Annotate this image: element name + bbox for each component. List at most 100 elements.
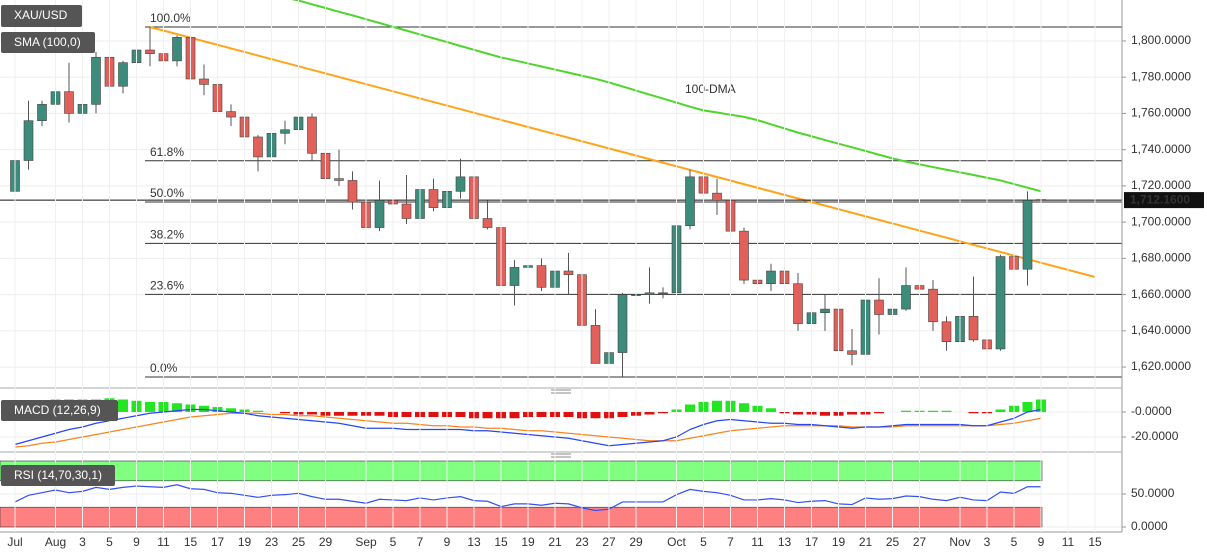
candle-body <box>941 321 952 343</box>
macd-bar <box>536 412 547 417</box>
macd-bar <box>401 412 412 417</box>
rsi-panel <box>0 460 1122 528</box>
x-tick-label: 15 <box>1088 535 1102 549</box>
candle-body <box>617 294 628 353</box>
x-tick-label: 27 <box>602 535 616 549</box>
fib-label: 61.8% <box>150 145 184 159</box>
macd-bar <box>901 410 911 412</box>
candle-body <box>334 178 344 181</box>
macd-bar <box>685 404 695 412</box>
macd-bar <box>644 412 655 415</box>
x-tick-label: 15 <box>184 535 198 549</box>
y-tick-label: 1,660.0000 <box>1131 287 1191 301</box>
candle-body <box>64 91 74 114</box>
macd-legend: MACD (12,26,9) <box>14 403 101 417</box>
macd-bar <box>847 412 857 415</box>
x-tick-label: Nov <box>949 535 970 549</box>
legend-box <box>1 5 82 27</box>
separator-handle[interactable] <box>551 389 571 458</box>
candle-body <box>482 218 493 228</box>
candle-body <box>253 136 263 158</box>
x-tick-label: 23 <box>575 535 589 549</box>
x-tick-label: 11 <box>157 535 170 549</box>
x-tick-label: 7 <box>727 535 734 549</box>
sma-legend: SMA (100,0) <box>14 35 81 49</box>
macd-bar <box>347 412 358 416</box>
x-tick-label: 13 <box>467 535 481 549</box>
macd-bar <box>118 399 128 412</box>
macd-bar <box>1022 402 1033 412</box>
x-tick-label: Aug <box>45 535 66 549</box>
macd-bar <box>455 412 466 417</box>
candle-body <box>172 37 182 62</box>
candle-body <box>712 192 722 201</box>
macd-bar <box>658 412 668 414</box>
x-tick-label: 21 <box>859 535 873 549</box>
candle-body <box>995 256 1006 350</box>
y-tick-label: 1,640.0000 <box>1131 323 1191 337</box>
x-tick-label: 9 <box>1038 535 1045 549</box>
macd-bar <box>374 412 385 416</box>
macd-bar <box>874 412 884 414</box>
macd-bar <box>712 400 722 412</box>
candle-body <box>509 267 520 286</box>
x-tick-label: 7 <box>417 535 424 549</box>
x-tick-label: 13 <box>778 535 792 549</box>
y-tick-label: 1,780.0000 <box>1131 69 1191 83</box>
candle-body <box>563 270 574 275</box>
x-tick-label: 17 <box>211 535 225 549</box>
x-tick-label: 17 <box>805 535 819 549</box>
x-tick-label: 25 <box>292 535 306 549</box>
candle-body <box>401 203 412 219</box>
last-price-box <box>1124 192 1204 209</box>
sma-line <box>291 0 1042 193</box>
x-tick-label: 5 <box>390 535 397 549</box>
candle-body <box>536 265 547 288</box>
candle-body <box>118 62 128 87</box>
x-tick-label: 25 <box>886 535 900 549</box>
fib-label: 100.0% <box>150 11 191 25</box>
sma-annotation: 100-DMA <box>685 82 736 96</box>
candle-body <box>1022 200 1033 270</box>
macd-bar <box>928 410 938 412</box>
macd-bar <box>145 402 155 412</box>
macd-bar <box>766 408 776 412</box>
candle-body <box>347 180 358 203</box>
candle-body <box>590 325 601 364</box>
candle-body <box>374 200 385 228</box>
macd-bar <box>793 412 803 415</box>
legends: XAU/USD SMA (100,0) MACD (12,26,9) RSI (… <box>1 5 118 486</box>
last-price-label: 1,712.1600 <box>1130 192 1190 206</box>
y-tick-label: 1,620.0000 <box>1131 359 1191 373</box>
macd-bar <box>172 403 182 412</box>
candle-body <box>226 111 236 118</box>
x-tick-label: 5 <box>1011 535 1018 549</box>
y-tick-label: -0.0000 <box>1131 404 1172 418</box>
macd-bar <box>482 412 493 419</box>
x-tick-label: 9 <box>444 535 451 549</box>
candle-body <box>91 56 101 105</box>
fib-label: 38.2% <box>150 227 184 241</box>
x-tick-label: Sep <box>355 535 377 549</box>
candle-body <box>455 176 466 192</box>
y-tick-label: 0.0000 <box>1131 519 1168 533</box>
candle-body <box>739 230 749 281</box>
y-tick-label: 1,700.0000 <box>1131 214 1191 228</box>
x-tick-label: 29 <box>629 535 643 549</box>
x-tick-label: 9 <box>133 535 140 549</box>
macd-bar <box>739 403 749 412</box>
y-tick-label: 1,760.0000 <box>1131 106 1191 120</box>
macd-bar <box>334 412 344 416</box>
macd-bar <box>820 412 830 416</box>
legend-box <box>1 32 95 53</box>
macd-bar <box>428 412 439 417</box>
x-tick-label: 21 <box>548 535 562 549</box>
candle-body <box>968 316 979 341</box>
macd-bar <box>226 408 236 412</box>
x-tick-label: 19 <box>832 535 846 549</box>
x-tick-label: Jul <box>7 535 22 549</box>
macd-bar <box>307 412 317 415</box>
candle-body <box>199 78 209 85</box>
macd-bar <box>995 409 1006 412</box>
